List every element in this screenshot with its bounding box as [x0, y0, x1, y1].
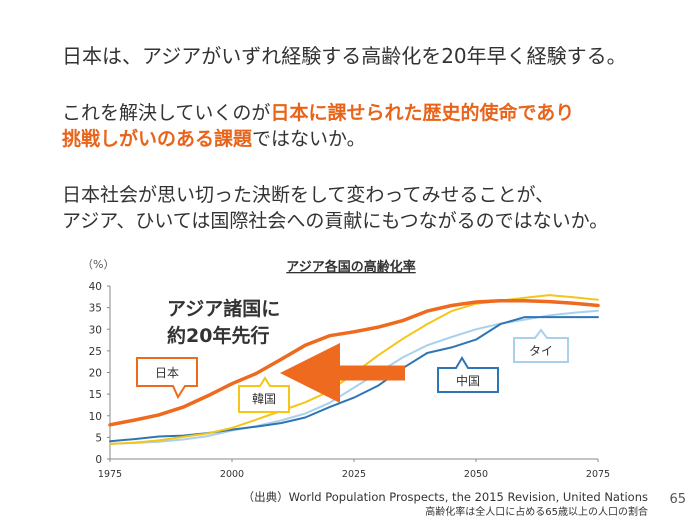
line3-plain: ではないか。 — [252, 128, 366, 150]
y-tick-label: 25 — [89, 346, 102, 358]
y-tick-label: 35 — [89, 303, 102, 315]
page-number: 65 — [669, 492, 686, 507]
callout-china-label: 中国 — [456, 373, 480, 388]
x-tick-label: 1975 — [98, 469, 122, 480]
y-tick-label: 5 — [95, 432, 102, 444]
callout-korea: 韓国 — [238, 376, 290, 413]
y-tick-label: 0 — [95, 454, 102, 466]
x-tick-label: 2000 — [220, 469, 244, 480]
y-tick-label: 30 — [89, 324, 102, 336]
body-line-5: アジア、ひいては国際社会への貢献にもつながるのではないか。 — [62, 210, 609, 232]
y-axis-unit: （%） — [82, 258, 114, 271]
callout-japan-label: 日本 — [155, 366, 179, 380]
callout-thailand: タイ — [513, 328, 569, 363]
callout-china: 中国 — [437, 356, 499, 393]
series-line-日本 — [108, 298, 600, 427]
y-tick-label: 15 — [89, 389, 102, 401]
headline-line-1: 日本は、アジアがいずれ経験する高齢化を20年早く経験する。 — [62, 44, 627, 68]
line3-highlight: 挑戦しがいのある課題 — [62, 128, 253, 150]
callout-korea-label: 韓国 — [252, 392, 276, 406]
y-tick-label: 40 — [89, 281, 102, 293]
line2-highlight: 日本に課せられた歴史的使命であり — [270, 102, 575, 124]
x-tick-label: 2075 — [586, 469, 610, 480]
headline-line-3: 挑戦しがいのある課題ではないか。 — [62, 124, 366, 151]
series-line-タイ — [109, 309, 599, 445]
line2-plain: これを解決していくのが — [62, 102, 271, 124]
y-tick-label: 10 — [89, 411, 102, 423]
x-tick-label: 2025 — [342, 469, 366, 480]
body-line-4: 日本社会が思い切った決断をして変わってみせることが、 — [62, 184, 555, 206]
headline-line-2: これを解決していくのが日本に課せられた歴史的使命であり — [62, 98, 574, 125]
source-citation: （出典）World Population Prospects, the 2015… — [242, 490, 648, 504]
source-note: 高齢化率は全人口に占める65歳以上の人口の割合 — [425, 507, 648, 518]
callout-thailand-label: タイ — [529, 344, 553, 358]
chart-title: アジア各国の高齢化率 — [286, 259, 415, 275]
lead-text-line-1: アジア諸国に — [167, 297, 280, 320]
x-tick-label: 2050 — [464, 469, 488, 480]
y-tick-label: 20 — [89, 368, 102, 380]
lead-text-line-2: 約20年先行 — [167, 324, 269, 347]
callout-japan: 日本 — [136, 357, 198, 400]
